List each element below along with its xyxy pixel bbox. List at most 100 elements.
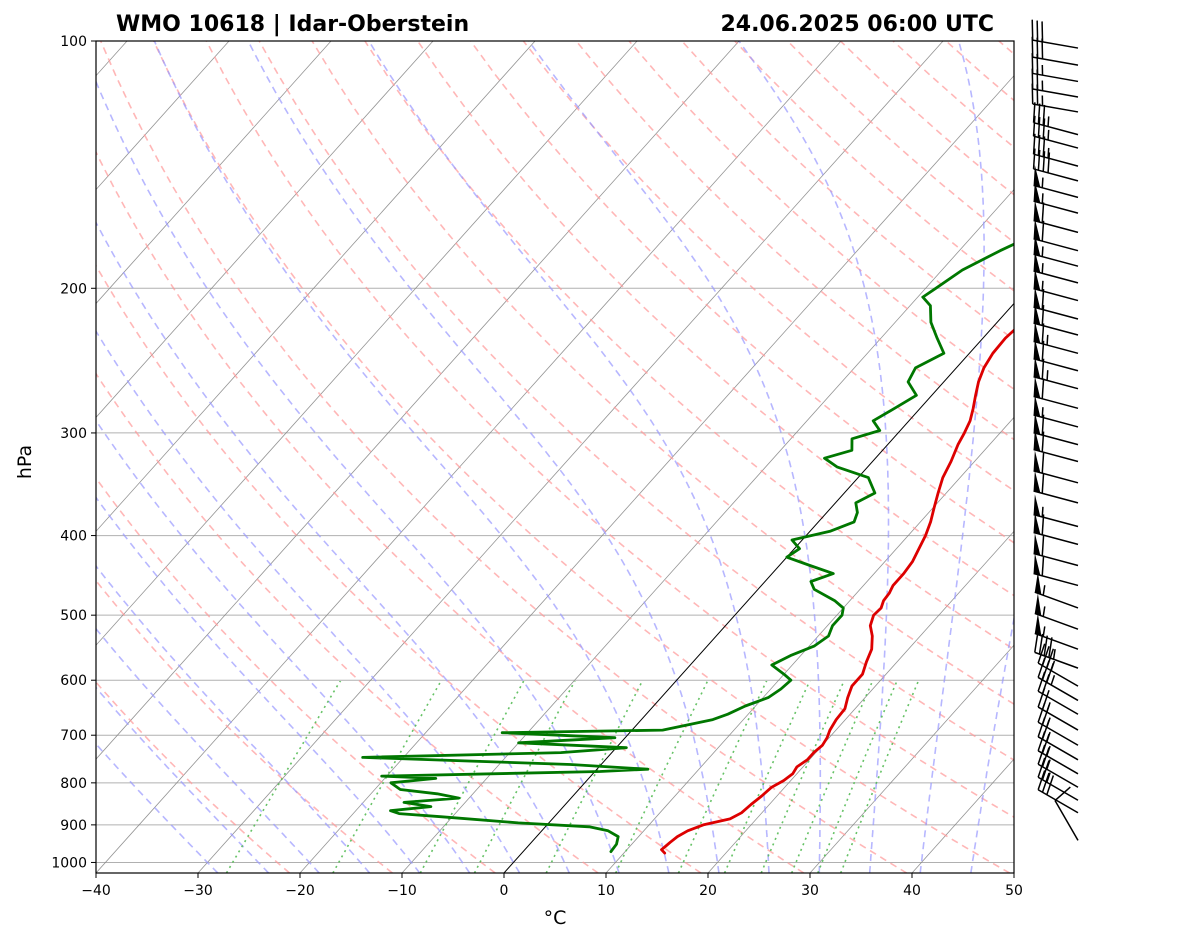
moist-adiabat	[96, 496, 421, 873]
moist-adiabat	[247, 41, 720, 873]
wind-barb-shaft	[1033, 395, 1079, 410]
wind-barb	[1034, 572, 1079, 609]
wind-barb-half-flag	[1047, 129, 1050, 141]
wind-barb-half-flag	[1041, 263, 1044, 274]
wind-barb	[1033, 356, 1079, 390]
wind-barb-shaft	[1037, 763, 1079, 788]
x-tick-label: 30	[801, 883, 819, 899]
wind-barb-pennant	[1033, 165, 1041, 188]
wind-barb	[1034, 632, 1079, 669]
wind-barb-pennant	[1034, 593, 1042, 616]
wind-barb-flag	[1041, 472, 1045, 494]
wind-barb-shaft	[1037, 750, 1079, 775]
wind-barb-flag	[1042, 104, 1046, 126]
moist-adiabat	[96, 220, 571, 873]
mixing-ratio-line	[723, 681, 811, 873]
wind-barb-flag	[1037, 103, 1041, 125]
mixing-ratio-lines	[225, 681, 920, 873]
wind-barb-pennant	[1033, 553, 1041, 576]
wind-barb	[1054, 786, 1079, 841]
wind-barb-shaft	[1033, 432, 1079, 446]
wind-barb-flag	[1034, 632, 1039, 653]
wind-barb-shaft	[1037, 736, 1079, 761]
wind-barb-pennant	[1033, 218, 1041, 241]
wind-barb-flag	[1046, 775, 1055, 796]
isotherm-line	[96, 41, 740, 760]
wind-barb-shaft	[1037, 706, 1079, 731]
wind-barb	[1033, 376, 1079, 410]
wind-barb-shaft	[1033, 552, 1079, 567]
wind-barb	[1032, 102, 1079, 136]
wind-barb-half-flag	[1047, 147, 1050, 159]
mixing-ratio-line	[614, 681, 709, 873]
wind-barb-flag	[1041, 305, 1045, 326]
moist-adiabat	[738, 41, 890, 873]
temperature-profile	[660, 328, 1014, 855]
wind-barb-shaft	[1037, 721, 1079, 746]
wind-barb-shaft	[1033, 340, 1079, 355]
dry-adiabat	[311, 41, 1014, 706]
wind-barb	[1033, 470, 1079, 504]
isotherm-line	[605, 416, 1014, 873]
wind-barb-half-flag	[1046, 759, 1051, 770]
wind-barb-flag	[1054, 786, 1071, 802]
wind-barb-shaft	[1033, 470, 1079, 484]
wind-barb-shaft	[1034, 612, 1079, 630]
wind-barb-pennant	[1033, 321, 1041, 344]
dry-adiabat	[417, 41, 1014, 597]
wind-barb-flag	[1037, 643, 1046, 664]
chart-title-station: WMO 10618 | Idar-Oberstein	[116, 12, 469, 37]
wind-barb-shaft	[1033, 572, 1079, 587]
wind-barb-shaft	[1033, 490, 1079, 504]
wind-barb-half-flag	[1046, 731, 1051, 743]
isotherm-line	[96, 41, 434, 418]
wind-barb-pennant	[1033, 512, 1041, 535]
moist-adiabat	[96, 742, 219, 873]
y-tick-label: 900	[60, 818, 87, 834]
plot-frame	[95, 40, 1015, 874]
wind-barb-half-flag	[1046, 370, 1049, 381]
y-tick-label: 100	[60, 34, 87, 50]
wind-barb-shaft	[1033, 358, 1079, 372]
wind-barb-shaft	[1033, 253, 1079, 267]
mixing-ratio-line	[225, 681, 342, 873]
wind-barb-pennant	[1034, 613, 1042, 636]
wind-barb-shaft	[1037, 789, 1079, 814]
dry-adiabat	[575, 41, 1014, 441]
wind-barb-shaft	[1033, 135, 1079, 149]
x-tick-label: 50	[1005, 883, 1023, 899]
wind-barb-pennant	[1033, 338, 1041, 361]
moist-adiabat	[96, 686, 270, 873]
wind-barb-pennant	[1033, 250, 1041, 273]
moist-adiabat	[96, 79, 620, 873]
x-tick-label: −20	[285, 883, 315, 899]
wind-barb	[1033, 165, 1079, 199]
wind-barb-shaft	[1054, 800, 1079, 841]
isotherm-line	[707, 530, 1014, 873]
wind-barb-half-flag	[1047, 116, 1050, 127]
wind-barb	[1033, 268, 1079, 302]
chart-title-datetime: 24.06.2025 06:00 UTC	[720, 12, 994, 37]
wind-barb-shaft	[1034, 591, 1079, 609]
wind-barb-shaft	[1032, 103, 1079, 113]
wind-barb-shaft	[1037, 676, 1079, 702]
wind-barb-pennant	[1033, 356, 1041, 379]
wind-barb-flag	[1043, 635, 1048, 656]
wind-barb	[1032, 115, 1079, 149]
wind-barbs	[1031, 19, 1079, 841]
wind-barb-flag	[1041, 323, 1045, 344]
dry-adiabat	[96, 372, 599, 873]
wind-barb-flag	[1042, 151, 1046, 172]
isotherm-line	[96, 41, 536, 532]
dry-adiabat	[96, 264, 702, 873]
moist-adiabat	[528, 41, 822, 873]
wind-barb-shaft	[1033, 270, 1079, 284]
wind-barb	[1033, 494, 1079, 528]
wind-barb	[1033, 250, 1079, 284]
moist-adiabat	[96, 627, 320, 873]
wind-barb-flag	[1037, 770, 1046, 791]
dry-adiabat	[99, 41, 908, 873]
isotherm-zero	[503, 302, 1014, 873]
wind-barb-half-flag	[1041, 177, 1044, 188]
wind-barb-shaft	[1033, 168, 1079, 182]
